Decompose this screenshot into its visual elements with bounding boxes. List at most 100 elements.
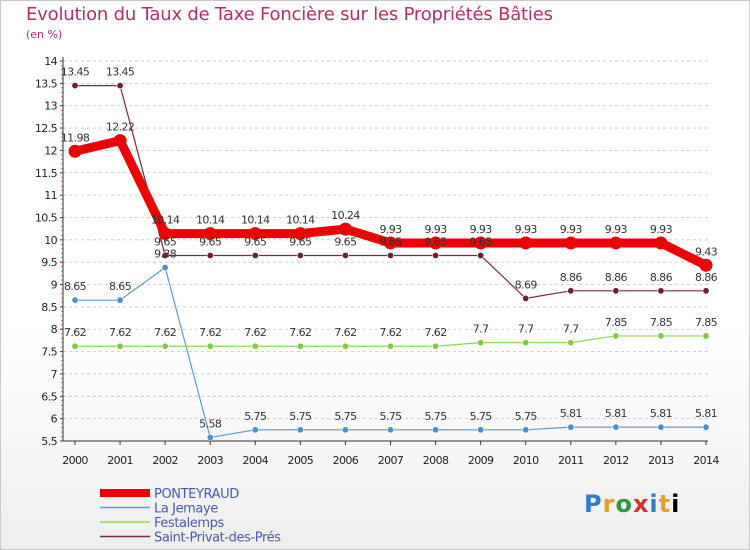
data-label: 9.65 (244, 235, 267, 248)
y-tick-label: 10 (44, 234, 57, 247)
y-tick-label: 11.5 (35, 167, 58, 180)
data-label: 8.65 (64, 280, 87, 293)
data-label: 7.62 (199, 326, 221, 339)
y-tick-label: 11 (44, 189, 57, 202)
data-point (161, 251, 169, 259)
data-label: 5.75 (470, 410, 493, 423)
data-point (206, 433, 214, 441)
data-point (474, 236, 488, 250)
data-point (657, 423, 665, 431)
series-line-3 (74, 84, 707, 299)
x-tick-label: 2003 (197, 454, 223, 467)
data-label: 5.81 (605, 407, 627, 420)
data-label: 7.7 (563, 323, 579, 336)
data-point (432, 342, 440, 350)
data-label: 9.93 (470, 223, 493, 236)
data-point (612, 423, 620, 431)
y-tick-label: 13.5 (35, 77, 58, 90)
data-label: 13.45 (106, 66, 135, 79)
data-point (386, 251, 394, 259)
y-tick-label: 6 (51, 413, 58, 426)
data-point (564, 236, 578, 250)
data-label: 8.86 (695, 271, 718, 284)
data-label: 7.62 (244, 326, 266, 339)
data-point (341, 342, 349, 350)
data-label: 5.81 (695, 407, 717, 420)
data-label: 7.62 (109, 326, 131, 339)
data-label: 5.75 (334, 410, 357, 423)
data-label: 7.62 (154, 326, 176, 339)
data-point (161, 264, 169, 272)
data-label: 10.14 (286, 214, 315, 227)
data-label: 7.62 (289, 326, 311, 339)
data-point (296, 342, 304, 350)
x-tick-label: 2010 (513, 454, 539, 467)
data-label: 13.45 (61, 66, 90, 79)
data-label: 10.14 (241, 214, 270, 227)
x-tick-label: 2008 (423, 454, 449, 467)
data-point (429, 236, 443, 250)
data-point (522, 339, 530, 347)
y-tick-label: 10.5 (35, 211, 58, 224)
x-tick-label: 2009 (468, 454, 494, 467)
data-point (386, 426, 394, 434)
data-point (384, 236, 397, 250)
data-label: 7.85 (695, 316, 718, 329)
y-tick-label: 12.5 (35, 122, 58, 135)
data-point (522, 294, 530, 302)
data-label: 10.24 (331, 209, 360, 222)
data-point (341, 426, 349, 434)
data-label: 9.65 (425, 235, 448, 248)
proxiti-logo: Proxiti (584, 490, 681, 518)
legend-label: La Jemaye (154, 502, 218, 517)
y-tick-label: 12 (44, 144, 57, 157)
data-label: 9.93 (650, 223, 673, 236)
chart-title: Evolution du Taux de Taxe Foncière sur l… (26, 4, 553, 25)
data-point (567, 287, 575, 295)
data-label: 9.93 (605, 223, 628, 236)
data-point (296, 426, 304, 434)
data-label: 5.81 (650, 407, 672, 420)
data-label-layer: 8.65 8.65 9.38 5.58 5.75 5.75 5.75 5.75 5.75 5.75… (61, 66, 718, 431)
data-point (296, 251, 304, 259)
data-label: 9.93 (515, 223, 538, 236)
data-point (341, 251, 349, 259)
x-tick-label: 2007 (378, 454, 404, 467)
data-label: 7.7 (473, 323, 489, 336)
data-point (386, 342, 394, 350)
data-label: 12.22 (106, 121, 135, 134)
data-label: 8.65 (109, 280, 132, 293)
data-label: 9.93 (425, 223, 448, 236)
data-point (251, 426, 259, 434)
data-point (654, 236, 668, 250)
data-label: 7.62 (425, 326, 447, 339)
legend-label: Saint-Privat-des-Prés (154, 531, 281, 546)
data-point (158, 227, 172, 241)
data-label: 9.43 (695, 245, 718, 258)
data-point (567, 423, 575, 431)
data-label: 9.93 (379, 223, 402, 236)
x-tick-label: 2006 (333, 454, 359, 467)
data-label: 5.81 (560, 407, 582, 420)
data-label: 9.93 (560, 223, 583, 236)
data-label: 7.7 (518, 323, 534, 336)
series-layer (68, 82, 713, 441)
data-label: 7.62 (64, 326, 86, 339)
data-label: 7.62 (379, 326, 401, 339)
y-tick-label: 14 (44, 55, 57, 68)
data-label: 7.85 (650, 316, 673, 329)
y-tick-label: 9 (51, 279, 58, 292)
data-point (338, 222, 352, 236)
data-point (477, 251, 485, 259)
data-label: 8.86 (560, 271, 583, 284)
data-label: 5.75 (289, 410, 312, 423)
data-point (702, 287, 710, 295)
data-point (71, 82, 79, 90)
data-point (702, 332, 710, 340)
x-tick-label: 2014 (693, 454, 719, 467)
data-point (519, 236, 533, 250)
data-label: 5.75 (379, 410, 402, 423)
y-tick-label: 7.5 (41, 346, 57, 359)
data-label: 9.65 (199, 235, 222, 248)
